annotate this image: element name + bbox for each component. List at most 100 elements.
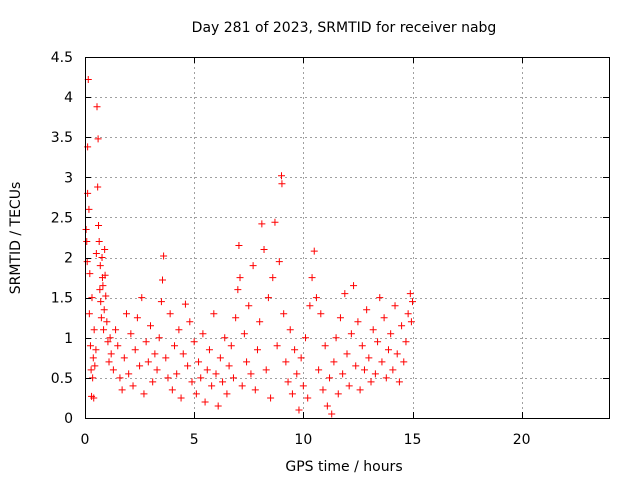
data-point bbox=[232, 314, 240, 322]
data-point bbox=[82, 225, 90, 233]
x-tick-label: 0 bbox=[81, 432, 90, 448]
data-point bbox=[407, 318, 415, 326]
data-point bbox=[118, 386, 126, 394]
data-point bbox=[358, 342, 366, 350]
data-point bbox=[330, 358, 338, 366]
data-point bbox=[184, 362, 192, 370]
data-point bbox=[190, 338, 198, 346]
data-point bbox=[195, 358, 203, 366]
data-point bbox=[229, 374, 237, 382]
data-point bbox=[247, 370, 255, 378]
data-point bbox=[131, 346, 139, 354]
data-point bbox=[107, 350, 115, 358]
data-point bbox=[332, 334, 340, 342]
data-point bbox=[262, 366, 270, 374]
data-point bbox=[391, 302, 399, 310]
y-axis-title: SRMTID / TECUs bbox=[8, 182, 24, 295]
data-point bbox=[89, 374, 97, 382]
data-point bbox=[95, 238, 103, 246]
data-point bbox=[288, 390, 296, 398]
data-point bbox=[102, 292, 110, 300]
data-point bbox=[240, 330, 248, 338]
data-point bbox=[249, 262, 257, 270]
data-points bbox=[82, 75, 416, 418]
y-tick-label: 2 bbox=[64, 251, 73, 267]
data-point bbox=[149, 378, 157, 386]
data-point bbox=[100, 326, 108, 334]
data-point bbox=[199, 330, 207, 338]
data-point bbox=[251, 386, 259, 394]
data-point bbox=[271, 218, 279, 226]
data-point bbox=[278, 180, 286, 188]
tick-marks bbox=[85, 57, 609, 419]
data-point bbox=[173, 370, 181, 378]
data-point bbox=[404, 310, 412, 318]
data-point bbox=[157, 298, 165, 306]
data-point bbox=[175, 326, 183, 334]
data-point bbox=[216, 354, 224, 362]
chart-title: Day 281 of 2023, SRMTID for receiver nab… bbox=[192, 20, 497, 36]
data-point bbox=[406, 290, 414, 298]
data-point bbox=[286, 326, 294, 334]
data-point bbox=[369, 326, 377, 334]
x-tick-label: 20 bbox=[513, 432, 531, 448]
data-point bbox=[409, 298, 416, 306]
data-point bbox=[227, 342, 235, 350]
data-point bbox=[345, 382, 353, 390]
data-point bbox=[103, 318, 111, 326]
plot-frame bbox=[85, 57, 610, 419]
data-point bbox=[95, 221, 103, 229]
data-point bbox=[238, 382, 246, 390]
data-point bbox=[393, 350, 401, 358]
data-point bbox=[162, 354, 170, 362]
data-point bbox=[278, 172, 285, 180]
data-point bbox=[219, 378, 227, 386]
data-point bbox=[384, 346, 392, 354]
data-point bbox=[236, 274, 244, 282]
data-point bbox=[188, 378, 196, 386]
data-point bbox=[299, 382, 307, 390]
data-point bbox=[258, 220, 266, 228]
data-point bbox=[179, 350, 187, 358]
data-point bbox=[312, 294, 320, 302]
x-tick-labels: 0 5 10 15 20 bbox=[81, 432, 531, 448]
data-point bbox=[144, 358, 152, 366]
data-point bbox=[151, 350, 159, 358]
data-point bbox=[382, 374, 390, 382]
data-point bbox=[380, 314, 388, 322]
data-point bbox=[245, 302, 253, 310]
data-point bbox=[317, 310, 325, 318]
data-point bbox=[323, 402, 331, 410]
y-tick-label: 0.5 bbox=[51, 371, 73, 387]
data-point bbox=[192, 390, 200, 398]
data-point bbox=[293, 370, 301, 378]
data-point bbox=[92, 346, 100, 354]
data-point bbox=[97, 298, 105, 306]
data-point bbox=[160, 252, 168, 260]
data-point bbox=[360, 366, 368, 374]
data-point bbox=[363, 306, 371, 314]
data-point bbox=[402, 338, 410, 346]
data-point bbox=[387, 330, 395, 338]
data-point bbox=[96, 262, 104, 270]
data-point bbox=[350, 282, 358, 290]
data-point bbox=[85, 310, 93, 318]
data-point bbox=[347, 330, 355, 338]
data-point bbox=[138, 294, 146, 302]
data-point bbox=[129, 382, 137, 390]
data-point bbox=[273, 342, 281, 350]
data-point bbox=[352, 362, 360, 370]
data-point bbox=[177, 394, 185, 402]
data-point bbox=[87, 366, 95, 374]
data-point bbox=[94, 135, 102, 143]
data-point bbox=[90, 326, 98, 334]
data-point bbox=[223, 390, 231, 398]
data-point bbox=[264, 294, 272, 302]
data-point bbox=[94, 183, 102, 191]
data-point bbox=[100, 306, 108, 314]
data-point bbox=[92, 250, 100, 258]
data-point bbox=[109, 366, 117, 374]
data-point bbox=[282, 358, 290, 366]
data-point bbox=[171, 342, 179, 350]
